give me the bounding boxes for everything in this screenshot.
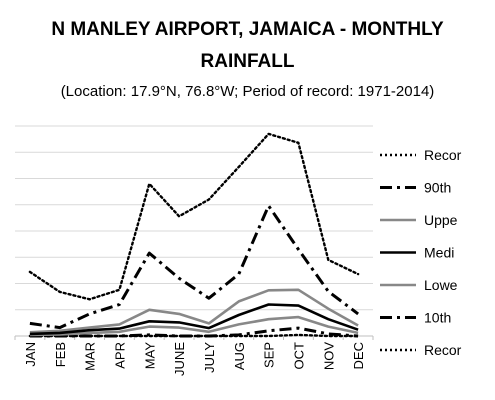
x-tick-label: AUG <box>232 342 247 370</box>
x-tick-label: APR <box>112 342 127 369</box>
legend-label: Lowe <box>424 277 458 293</box>
legend-label: Recor <box>424 147 462 163</box>
series-line-median <box>29 303 359 336</box>
legend-label: Uppe <box>424 212 458 228</box>
chart-title-line-2: RAINFALL <box>200 51 295 72</box>
series-line-record-low <box>28 333 360 338</box>
x-tick-label: JAN <box>23 342 38 367</box>
legend-label: 10th <box>424 310 451 326</box>
chart-subtitle: (Location: 17.9°N, 76.8°W; Period of rec… <box>60 83 435 100</box>
series-line-record-high <box>28 132 360 301</box>
x-tick-label: FEB <box>53 342 68 367</box>
x-tick-label: JULY <box>202 342 217 373</box>
series-line-10th <box>29 326 359 338</box>
series-line-lower <box>29 315 359 337</box>
x-tick-label: SEP <box>262 342 277 368</box>
legend-label: Recor <box>424 342 462 358</box>
legend-label: 90th <box>424 180 451 196</box>
x-tick-label: DEC <box>351 342 366 369</box>
x-tick-label: JUNE <box>172 342 187 376</box>
x-tick-label: OCT <box>291 342 306 370</box>
series-line-upper <box>29 288 359 334</box>
series-line-90th <box>29 204 360 330</box>
chart-title-line-1: N MANLEY AIRPORT, JAMAICA - MONTHLY <box>51 19 444 40</box>
x-tick-label: NOV <box>321 342 336 371</box>
x-tick-label: MAR <box>83 342 98 371</box>
legend-label: Medi <box>424 245 454 261</box>
x-tick-label: MAY <box>142 342 157 370</box>
